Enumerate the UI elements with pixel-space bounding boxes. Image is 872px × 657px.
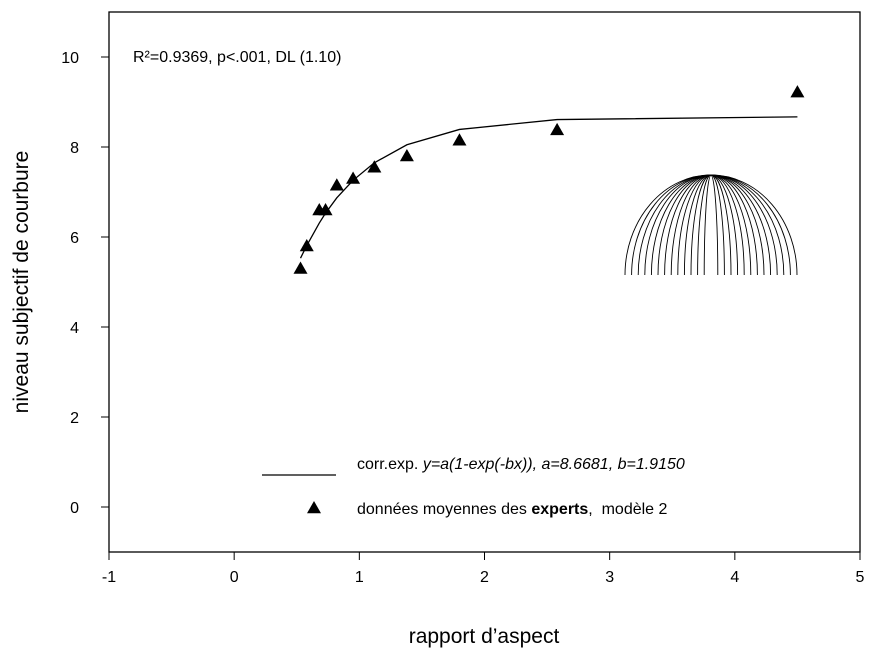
- legend-marker: [307, 501, 321, 514]
- dome-icon-arc: [624, 174, 798, 276]
- y-tick-label: 8: [70, 140, 79, 157]
- y-tick-label: 2: [70, 410, 79, 427]
- x-tick-label: 4: [730, 569, 739, 586]
- y-tick-label: 10: [61, 50, 79, 67]
- legend-label-part: experts: [531, 501, 588, 518]
- y-tick-label: 6: [70, 230, 79, 247]
- dome-icon-arc: [703, 174, 719, 276]
- x-tick-label: 1: [355, 569, 364, 586]
- data-point: [367, 160, 382, 173]
- x-tick-label: -1: [102, 569, 116, 586]
- legend-label-part: , modèle 2: [588, 501, 667, 518]
- y-tick-label: 0: [70, 500, 79, 517]
- data-point: [790, 85, 805, 98]
- x-tick-label: 2: [480, 569, 489, 586]
- legend-label-part: données moyennes des: [357, 501, 531, 518]
- dome-icon-arc: [697, 174, 725, 276]
- dome-icon-arc: [631, 174, 791, 276]
- x-tick-label: 5: [856, 569, 865, 586]
- legend-label-part: y=a(1-exp(-bx)), a=8.6681, b=1.9150: [422, 456, 685, 473]
- data-point: [329, 178, 344, 191]
- legend-label-part: corr.exp.: [357, 456, 423, 473]
- annotation: R²=0.9369, p<.001, DL (1.10): [133, 49, 341, 66]
- x-axis-title: rapport d’aspect: [409, 625, 560, 648]
- x-tick-label: 3: [605, 569, 614, 586]
- data-point: [550, 122, 565, 136]
- data-point: [293, 261, 308, 274]
- data-point: [318, 203, 333, 216]
- data-point: [452, 133, 467, 146]
- data-point: [399, 149, 414, 162]
- y-axis-title: niveau subjectif de courbure: [10, 151, 33, 414]
- dome-icon-arc: [683, 174, 739, 276]
- fit-line: [299, 116, 798, 259]
- y-tick-label: 4: [70, 320, 79, 337]
- legend-label: corr.exp. y=a(1-exp(-bx)), a=8.6681, b=1…: [357, 456, 685, 473]
- x-tick-label: 0: [230, 569, 239, 586]
- dome-icon-arc: [637, 174, 785, 276]
- data-point: [299, 239, 314, 252]
- legend-label: données moyennes des experts, modèle 2: [357, 501, 668, 518]
- dome-icon-arc: [657, 174, 765, 276]
- data-point: [346, 171, 361, 184]
